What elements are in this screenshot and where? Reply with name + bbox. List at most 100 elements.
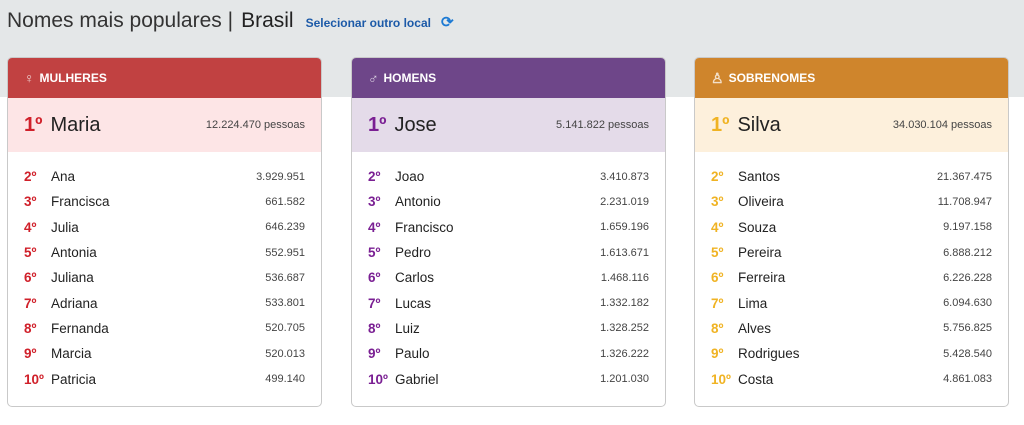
list-item: 8º Alves 5.756.825	[711, 316, 992, 341]
rank: 3º	[24, 194, 37, 210]
ranking-list: 2º Santos 21.367.475 3º Oliveira 11.708.…	[695, 152, 1008, 392]
rank: 3º	[711, 194, 724, 210]
page-title: Nomes mais populares |	[7, 9, 234, 32]
list-item: 3º Francisca 661.582	[24, 189, 305, 214]
count: 499.140	[265, 373, 305, 386]
count: 6.094.630	[943, 297, 992, 310]
card-header: ♂ HOMENS	[352, 58, 665, 98]
count: 533.801	[265, 297, 305, 310]
list-item: 8º Fernanda 520.705	[24, 316, 305, 341]
name: Pereira	[738, 245, 782, 261]
name: Souza	[738, 219, 777, 235]
name: Antonio	[395, 194, 441, 210]
name: Joao	[395, 169, 425, 185]
name: Fernanda	[51, 320, 109, 336]
name: Luiz	[395, 320, 420, 336]
count: 1.328.252	[600, 322, 649, 335]
name: Francisco	[395, 219, 454, 235]
card-title: MULHERES	[39, 71, 107, 85]
list-item: 9º Rodrigues 5.428.540	[711, 341, 992, 366]
count: 1.468.116	[600, 271, 649, 284]
name: Paulo	[395, 346, 430, 362]
rank: 6º	[24, 270, 37, 286]
name: Oliveira	[738, 194, 784, 210]
list-item: 7º Adriana 533.801	[24, 290, 305, 315]
name: Marcia	[51, 346, 92, 362]
name: Pedro	[395, 245, 432, 261]
list-item: 6º Carlos 1.468.116	[368, 265, 649, 290]
count: 520.013	[265, 347, 305, 360]
rank: 2º	[368, 169, 381, 185]
ranking-list: 2º Joao 3.410.873 3º Antonio 2.231.019 4…	[352, 152, 665, 392]
rank: 10º	[368, 371, 388, 387]
count: 5.756.825	[943, 322, 992, 335]
name: Adriana	[51, 295, 98, 311]
count: 520.705	[265, 322, 305, 335]
count: 646.239	[265, 221, 305, 234]
list-item: 5º Antonia 552.951	[24, 240, 305, 265]
count: 2.231.019	[600, 195, 649, 208]
count: 3.929.951	[256, 170, 305, 183]
rank: 10º	[711, 371, 731, 387]
list-item: 6º Ferreira 6.226.228	[711, 265, 992, 290]
name: Lima	[738, 295, 768, 311]
name: Silva	[737, 113, 781, 136]
name: Ferreira	[738, 270, 786, 286]
count: 1.659.196	[600, 221, 649, 234]
rank: 1º	[24, 113, 43, 136]
count: 12.224.470 pessoas	[205, 119, 305, 131]
first-place: 1º Silva 34.030.104 pessoas	[695, 98, 1008, 152]
rank: 4º	[368, 219, 381, 235]
refresh-icon[interactable]: ⟳	[440, 14, 454, 31]
list-item: 2º Santos 21.367.475	[711, 164, 992, 189]
list-item: 2º Ana 3.929.951	[24, 164, 305, 189]
select-location-link[interactable]: Selecionar outro local	[305, 16, 431, 30]
rank: 5º	[368, 245, 381, 261]
count: 536.687	[265, 271, 305, 284]
count: 552.951	[265, 246, 305, 259]
card-mulheres: ♀ MULHERES 1º Maria 12.224.470 pessoas 2…	[7, 57, 322, 407]
list-item: 4º Souza 9.197.158	[711, 215, 992, 240]
list-item: 7º Lima 6.094.630	[711, 290, 992, 315]
card-header: ♙ SOBRENOMES	[695, 58, 1008, 98]
list-item: 6º Juliana 536.687	[24, 265, 305, 290]
page-header: Nomes mais populares | Brasil Selecionar…	[7, 9, 454, 33]
count: 661.582	[265, 195, 305, 208]
list-item: 8º Luiz 1.328.252	[368, 316, 649, 341]
list-item: 5º Pereira 6.888.212	[711, 240, 992, 265]
rank: 4º	[24, 219, 37, 235]
rank: 1º	[711, 113, 730, 136]
family-icon: ♙	[711, 69, 724, 86]
name: Ana	[51, 169, 76, 185]
count: 11.708.947	[937, 195, 992, 208]
list-item: 3º Antonio 2.231.019	[368, 189, 649, 214]
name: Rodrigues	[738, 346, 800, 362]
name: Costa	[738, 371, 774, 387]
list-item: 4º Francisco 1.659.196	[368, 215, 649, 240]
rank: 6º	[368, 270, 381, 286]
card-sobrenomes: ♙ SOBRENOMES 1º Silva 34.030.104 pessoas…	[694, 57, 1009, 407]
name: Francisca	[51, 194, 110, 210]
rank: 6º	[711, 270, 724, 286]
rank: 8º	[711, 320, 724, 336]
count: 1.326.222	[600, 347, 649, 360]
count: 6.226.228	[943, 271, 992, 284]
list-item: 9º Marcia 520.013	[24, 341, 305, 366]
count: 1.613.671	[600, 246, 649, 259]
list-item: 7º Lucas 1.332.182	[368, 290, 649, 315]
name: Juliana	[51, 270, 94, 286]
first-place: 1º Maria 12.224.470 pessoas	[8, 98, 321, 152]
male-icon: ♂	[368, 70, 379, 86]
count: 3.410.873	[600, 170, 649, 183]
count: 5.428.540	[943, 347, 992, 360]
name: Lucas	[395, 295, 432, 311]
rank: 9º	[24, 346, 37, 362]
rank: 8º	[24, 320, 37, 336]
name: Jose	[394, 113, 437, 136]
count: 1.332.182	[600, 297, 649, 310]
card-title: HOMENS	[383, 71, 437, 85]
first-place: 1º Jose 5.141.822 pessoas	[352, 98, 665, 152]
list-item: 2º Joao 3.410.873	[368, 164, 649, 189]
female-icon: ♀	[24, 70, 35, 86]
count: 6.888.212	[943, 246, 992, 259]
